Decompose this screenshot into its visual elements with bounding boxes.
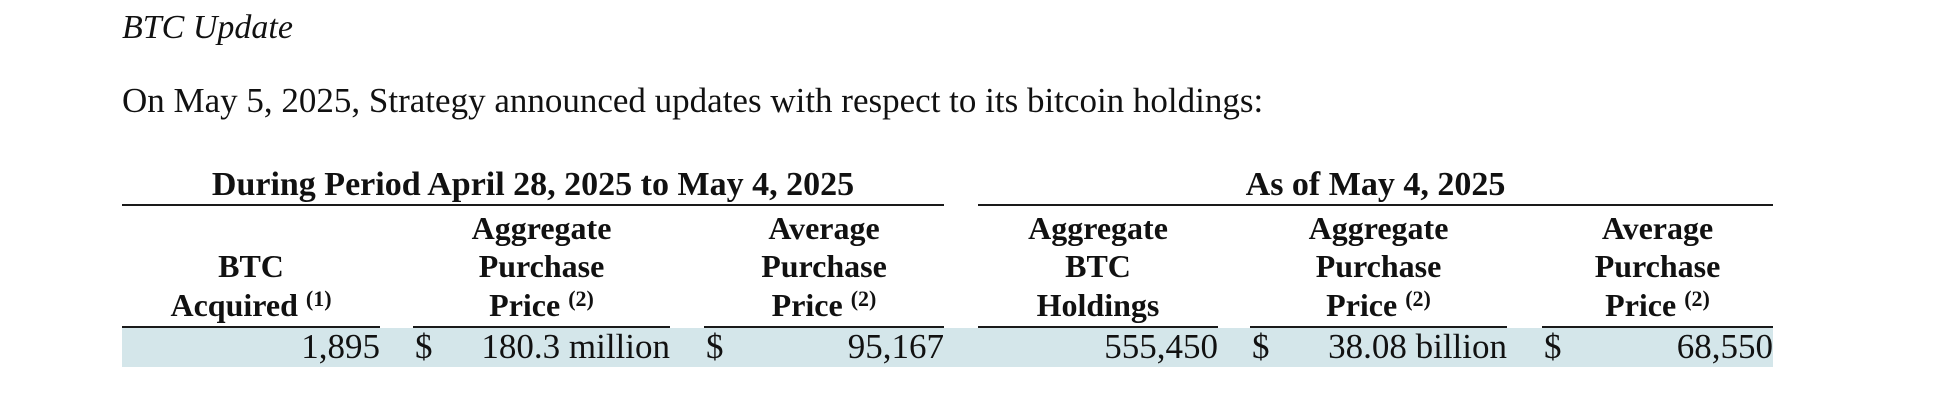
- column-header-line: Purchase: [1594, 248, 1721, 284]
- column-header-total-aggregate-price: Aggregate Purchase Price (2): [1250, 210, 1507, 324]
- column-header-line: Average: [1601, 209, 1714, 246]
- column-header-line: Aggregate: [1028, 209, 1168, 246]
- column-header-line: Price (2): [1605, 285, 1710, 323]
- column-header-period-aggregate-price: Aggregate Purchase Price (2): [413, 210, 670, 324]
- cell-period-average-price: 95,167: [847, 327, 944, 366]
- column-header-line: BTC: [218, 248, 284, 284]
- column-header-line: BTC: [1065, 248, 1131, 284]
- group-header-period: During Period April 28, 2025 to May 4, 2…: [211, 166, 855, 203]
- cell-period-aggregate-price: 180.3 million: [481, 327, 670, 366]
- column-header-line: Acquired (1): [170, 285, 332, 323]
- column-rule: [122, 326, 380, 328]
- column-header-line: Aggregate: [471, 209, 612, 246]
- footnote-marker: (2): [568, 285, 594, 311]
- column-rule: [1542, 326, 1773, 328]
- cell-btc-holdings: 555,450: [1104, 327, 1218, 366]
- footnote-marker: (2): [1684, 285, 1710, 311]
- column-header-line: Price (2): [1326, 285, 1431, 323]
- cell-btc-acquired: 1,895: [301, 327, 380, 366]
- column-header-line: Price (2): [771, 285, 877, 323]
- cell-currency-symbol: $: [1544, 327, 1562, 366]
- column-rule: [978, 326, 1218, 328]
- column-rule: [704, 326, 944, 328]
- column-header-btc-holdings: Aggregate BTC Holdings: [978, 210, 1218, 324]
- column-header-line: Average: [768, 209, 880, 246]
- section-heading: BTC Update: [122, 9, 293, 46]
- group-header-as-of: As of May 4, 2025: [1245, 166, 1506, 203]
- column-header-line: Purchase: [761, 248, 887, 284]
- column-header-line: Holdings: [1036, 286, 1160, 323]
- column-header-line: Aggregate: [1308, 209, 1449, 246]
- column-header-period-average-price: Average Purchase Price (2): [704, 210, 944, 324]
- group-header-as-of-rule: [978, 204, 1773, 206]
- table-row: [122, 328, 1773, 367]
- column-header-btc-acquired: BTC Acquired (1): [122, 210, 380, 324]
- cell-currency-symbol: $: [1252, 327, 1270, 366]
- cell-total-average-price: 68,550: [1676, 327, 1773, 366]
- column-header-line: Price (2): [489, 285, 594, 323]
- column-rule: [1250, 326, 1507, 328]
- footnote-marker: (2): [850, 285, 877, 311]
- column-header-line: Purchase: [478, 248, 605, 284]
- column-header-line: Purchase: [1315, 248, 1442, 284]
- column-rule: [413, 326, 670, 328]
- footnote-marker: (2): [1405, 285, 1431, 311]
- group-header-period-rule: [122, 204, 944, 206]
- cell-currency-symbol: $: [706, 327, 724, 366]
- cell-currency-symbol: $: [415, 327, 433, 366]
- cell-total-aggregate-price: 38.08 billion: [1328, 327, 1507, 366]
- column-header-total-average-price: Average Purchase Price (2): [1542, 210, 1773, 324]
- intro-paragraph: On May 5, 2025, Strategy announced updat…: [122, 81, 1264, 120]
- footnote-marker: (1): [305, 285, 332, 311]
